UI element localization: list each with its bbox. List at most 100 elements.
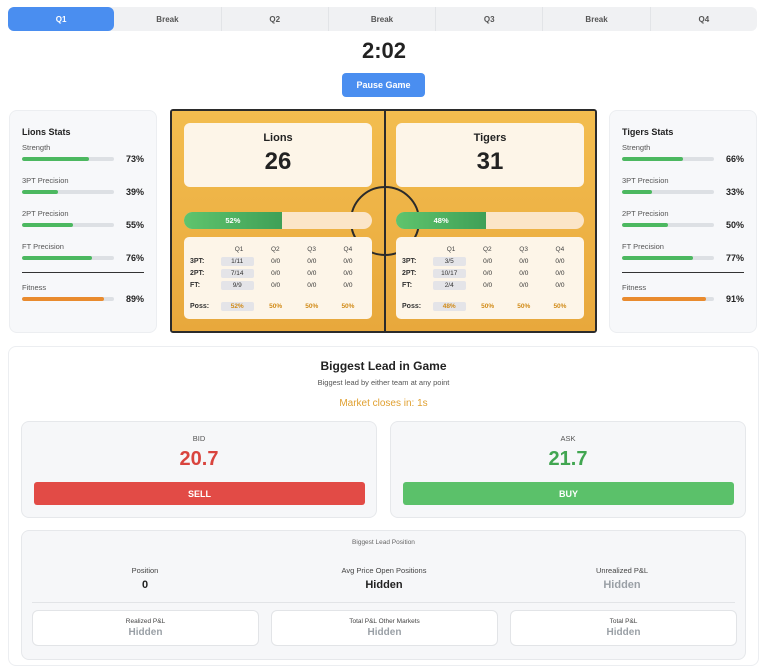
stat-label: 2PT Precision (22, 209, 69, 218)
pause-game-button[interactable]: Pause Game (342, 73, 425, 97)
cell: 52% (220, 301, 254, 311)
half-court-line (383, 111, 386, 331)
row-label: Poss: (190, 302, 210, 310)
team-score: 26 (264, 148, 292, 175)
stat-value: 76% (125, 253, 144, 263)
position-summary: Position 0 (45, 566, 245, 591)
header-q3: Q3 (307, 245, 316, 253)
stat-strength: Strength 66% (622, 143, 744, 176)
realized-pnl-label: Realized P&L (125, 618, 166, 625)
tab-q3[interactable]: Q3 (436, 7, 544, 31)
tigers-stats-title: Tigers Stats (622, 127, 674, 137)
cell: 0/0 (271, 269, 281, 277)
sell-button[interactable]: SELL (34, 482, 365, 505)
cell: 0/0 (271, 281, 281, 289)
cell: 9/9 (220, 280, 254, 290)
stat-bar (22, 223, 114, 227)
other-markets-pnl-value: Hidden (367, 627, 402, 638)
team-name: Lions (263, 132, 293, 144)
stat-value: 39% (125, 187, 144, 197)
possession-fill: 52% (184, 212, 282, 229)
cell: 0/0 (343, 257, 353, 265)
cell: 7/14 (220, 268, 254, 278)
row-label: 2PT: (402, 269, 417, 277)
stat-fitness: Fitness 91% (622, 283, 744, 316)
cell: 0/0 (483, 257, 493, 265)
possession-fill: 48% (396, 212, 487, 229)
stat-value: 33% (725, 187, 744, 197)
stat-value: 66% (725, 154, 744, 164)
stat-value: 91% (725, 294, 744, 304)
tab-break-1[interactable]: Break (114, 7, 222, 31)
cell: 0/0 (307, 281, 317, 289)
table-row: FT: 2/4 0/0 0/0 0/0 (402, 279, 578, 291)
tab-break-2[interactable]: Break (329, 7, 437, 31)
team-name: Tigers (473, 132, 507, 144)
table-header: Q1 Q2 Q3 Q4 (190, 243, 366, 255)
bid-label: BID (192, 434, 206, 443)
stat-label: 3PT Precision (22, 176, 69, 185)
avg-price-value: Hidden (365, 579, 403, 591)
header-q2: Q2 (271, 245, 280, 253)
stat-label: FT Precision (22, 242, 64, 251)
tigers-box-score: Q1 Q2 Q3 Q4 3PT: 3/5 0/0 0/0 0/0 2PT: 10… (396, 237, 584, 319)
tab-q2[interactable]: Q2 (222, 7, 329, 31)
stat-value: 73% (125, 154, 144, 164)
table-row: 2PT: 10/17 0/0 0/0 0/0 (402, 267, 578, 279)
cell: 50% (305, 302, 319, 310)
stat-bar (622, 190, 714, 194)
unrealized-pnl-summary: Unrealized P&L Hidden (522, 566, 722, 591)
cell: 48% (432, 301, 466, 311)
header-q2: Q2 (483, 245, 492, 253)
team-score: 31 (476, 148, 504, 175)
bid-price: 20.7 (179, 448, 219, 470)
header-q3: Q3 (519, 245, 528, 253)
stat-bar (22, 256, 114, 260)
buy-button[interactable]: BUY (403, 482, 734, 505)
position-title: Biggest Lead Position (352, 539, 415, 546)
stat-bar (622, 256, 714, 260)
stat-bar-fill (22, 297, 104, 301)
stat-label: Fitness (622, 283, 647, 292)
stat-label: 2PT Precision (622, 209, 669, 218)
possession-row: Poss: 52% 50% 50% 50% (190, 300, 366, 312)
row-label: 3PT: (402, 257, 417, 265)
cell: 0/0 (307, 257, 317, 265)
stat-bar (622, 297, 714, 301)
table-header: Q1 Q2 Q3 Q4 (402, 243, 578, 255)
table-row: 3PT: 1/11 0/0 0/0 0/0 (190, 255, 366, 267)
stat-strength: Strength 73% (22, 143, 144, 176)
table-row: 3PT: 3/5 0/0 0/0 0/0 (402, 255, 578, 267)
stat-bar-fill (622, 256, 693, 260)
stat-label: Strength (22, 143, 51, 152)
stat-3pt-precision: 3PT Precision 33% (622, 176, 744, 209)
stat-fitness: Fitness 89% (22, 283, 144, 316)
table-row: 2PT: 7/14 0/0 0/0 0/0 (190, 267, 366, 279)
stat-bar (622, 157, 714, 161)
stat-bar-fill (622, 297, 706, 301)
stat-bar-fill (22, 190, 58, 194)
stat-ft-precision: FT Precision 76% (22, 242, 144, 275)
stat-value: 55% (125, 220, 144, 230)
stat-label: FT Precision (622, 242, 664, 251)
realized-pnl-value: Hidden (128, 627, 163, 638)
stats-divider (22, 272, 144, 273)
cell: 0/0 (555, 257, 565, 265)
cell: 2/4 (432, 280, 466, 290)
lions-box-score: Q1 Q2 Q3 Q4 3PT: 1/11 0/0 0/0 0/0 2PT: 7… (184, 237, 372, 319)
tab-break-3[interactable]: Break (543, 7, 651, 31)
stats-divider (622, 272, 744, 273)
cell: 0/0 (483, 269, 493, 277)
header-q1: Q1 (234, 245, 244, 253)
cell: 0/0 (519, 269, 529, 277)
cell: 50% (481, 302, 495, 310)
row-label: 2PT: (190, 269, 205, 277)
avg-price-summary: Avg Price Open Positions Hidden (284, 566, 484, 591)
possession-row: Poss: 48% 50% 50% 50% (402, 300, 578, 312)
possession-label: 52% (225, 216, 241, 225)
tab-q4[interactable]: Q4 (698, 14, 710, 24)
game-clock: 2:02 (361, 38, 407, 63)
tab-q1[interactable]: Q1 (8, 7, 115, 31)
header-q4: Q4 (555, 245, 565, 253)
ask-price: 21.7 (548, 448, 588, 470)
